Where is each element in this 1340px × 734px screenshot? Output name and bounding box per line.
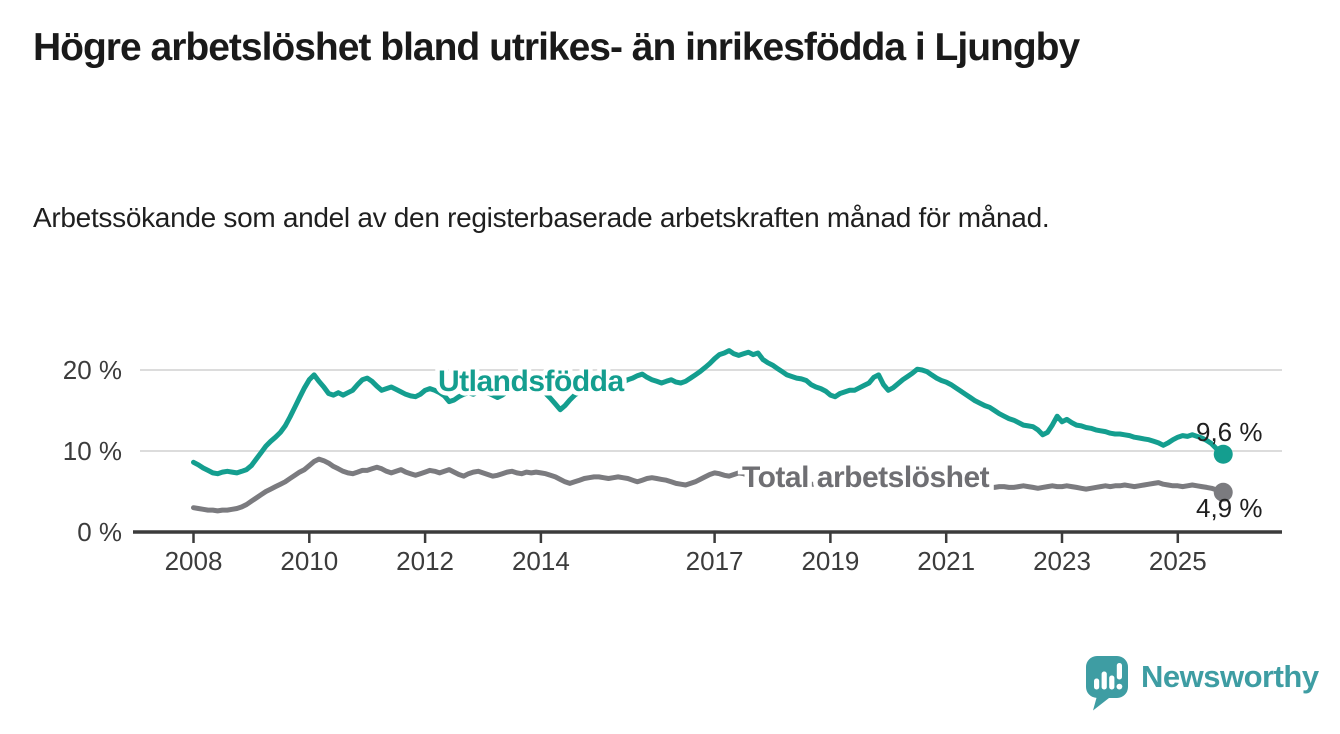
newsworthy-logo-icon — [1086, 656, 1128, 711]
y-tick-label: 20 % — [63, 355, 122, 385]
chart-subtitle: Arbetssökande som andel av den registerb… — [33, 202, 1050, 233]
newsworthy-logo: Newsworthy — [1086, 656, 1319, 712]
x-tick-label: 2017 — [686, 546, 744, 576]
chart-title: Högre arbetslöshet bland utrikes- än inr… — [33, 26, 1080, 69]
x-tick-label: 2008 — [165, 546, 223, 576]
gridlines — [140, 369, 1282, 452]
x-tick-label: 2025 — [1149, 546, 1207, 576]
end-value-label: 4,9 % — [1196, 493, 1263, 523]
bar-icon-medium — [1109, 675, 1115, 690]
series-label: Total arbetslöshet — [742, 461, 990, 494]
exclamation-dot-icon — [1116, 683, 1123, 690]
bar-icon-tall — [1101, 671, 1107, 690]
x-tick-label: 2010 — [280, 546, 338, 576]
series-end-dot — [1213, 444, 1233, 464]
x-axis — [133, 530, 1282, 543]
x-tick-label: 2012 — [396, 546, 454, 576]
x-tick-label: 2014 — [512, 546, 570, 576]
x-tick-label: 2019 — [801, 546, 859, 576]
series-line-utlandsfodda — [191, 348, 1224, 477]
bar-icon-small — [1094, 678, 1100, 690]
speech-bubble-shape — [1086, 656, 1128, 711]
data-lines — [191, 348, 1233, 514]
series-label: Utlandsfödda — [438, 365, 624, 398]
x-tick-label: 2023 — [1033, 546, 1091, 576]
y-tick-label: 10 % — [63, 436, 122, 466]
axis-and-series-labels: Total arbetslöshet Utlandsfödda 4,9 % 9,6 %… — [63, 355, 1263, 576]
series-end-dot — [1213, 482, 1233, 502]
exclamation-bar-icon — [1116, 663, 1122, 680]
series-line-total — [191, 456, 1224, 514]
end-value-label: 9,6 % — [1196, 417, 1263, 447]
y-tick-label: 0 % — [77, 517, 122, 547]
newsworthy-logo-text: Newsworthy — [1141, 659, 1319, 694]
x-tick-label: 2021 — [917, 546, 975, 576]
